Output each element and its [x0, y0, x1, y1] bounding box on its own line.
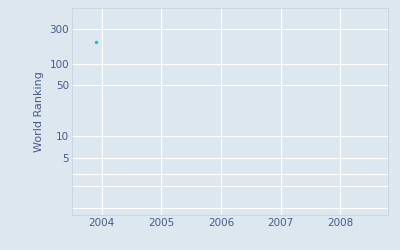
- Y-axis label: World Ranking: World Ranking: [34, 71, 44, 152]
